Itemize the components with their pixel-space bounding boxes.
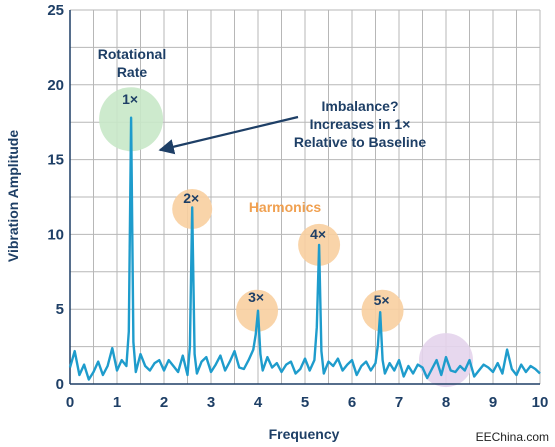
y-axis-title: Vibration Amplitude [5, 130, 21, 262]
peak-order-label: 1× [122, 91, 138, 107]
x-tick-label: 8 [442, 394, 450, 411]
x-tick-label: 2 [160, 394, 168, 411]
source-credit: EEChina.com [476, 430, 549, 444]
y-tick-label: 5 [56, 301, 64, 318]
x-tick-label: 10 [532, 394, 549, 411]
x-tick-label: 9 [489, 394, 497, 411]
x-tick-label: 3 [207, 394, 215, 411]
y-tick-label: 20 [47, 77, 64, 94]
y-tick-label: 10 [47, 226, 64, 243]
tick-labels: 0 1 2 3 4 5 6 7 8 9 10 0 5 10 15 20 25 [47, 2, 548, 411]
peak-highlights [99, 87, 473, 388]
imbalance-arrow [158, 115, 299, 155]
axes [69, 10, 540, 385]
peak-highlight-circle [361, 289, 404, 332]
spectrum-line [68, 116, 541, 381]
imbalance-label-line3: Relative to Baseline [294, 134, 426, 150]
x-tick-label: 6 [348, 394, 356, 411]
x-tick-label: 0 [66, 394, 74, 411]
imbalance-label-line1: Imbalance? [321, 98, 398, 114]
rotational-rate-label-line2: Rate [117, 64, 148, 80]
peak-order-label: 2× [183, 190, 199, 206]
series: 1× 2× 3× 4× 5× [68, 91, 541, 381]
x-tick-label: 7 [395, 394, 403, 411]
peak-order-label: 4× [310, 226, 326, 242]
x-tick-label: 1 [113, 394, 121, 411]
x-axis-title: Frequency [269, 426, 340, 442]
imbalance-label-line2: Increases in 1× [310, 116, 411, 132]
x-tick-label: 4 [254, 394, 263, 411]
peak-order-label: 3× [248, 289, 264, 305]
y-tick-label: 0 [56, 376, 64, 393]
x-tick-label: 5 [301, 394, 309, 411]
rotational-rate-label-line1: Rotational [98, 46, 166, 62]
y-tick-label: 15 [47, 152, 64, 169]
peak-order-label: 5× [374, 292, 390, 308]
harmonics-label: Harmonics [249, 199, 322, 215]
y-tick-label: 25 [47, 2, 64, 19]
